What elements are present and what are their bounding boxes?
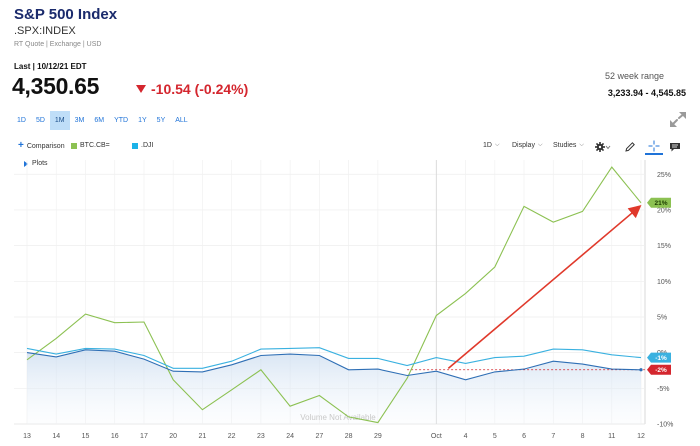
x-tick-label: 22 [228, 433, 236, 440]
x-tick-label: 15 [82, 433, 90, 440]
comment-icon [670, 142, 680, 151]
x-tick-label: 16 [111, 433, 119, 440]
y-tick-label: -10% [657, 422, 673, 429]
spx-area-fill [27, 349, 641, 424]
x-tick-label: 4 [464, 433, 468, 440]
x-tick-label: 17 [140, 433, 148, 440]
y-tick-label: -5% [657, 386, 669, 393]
period-button-1m[interactable]: 1M [49, 111, 70, 130]
period-selector: 1D 5D 1M 3M 6M YTD 1Y 5Y ALL [12, 111, 193, 130]
display-dropdown[interactable]: Display ⌵ [512, 142, 543, 149]
play-triangle-icon [24, 160, 28, 167]
plus-icon: + [18, 140, 24, 151]
x-tick-label: 14 [52, 433, 60, 440]
period-button-1d[interactable]: 1D [17, 117, 26, 124]
comparison-line-chart[interactable]: 13 14 15 16 17 20 21 22 23 24 27 28 29 Oct 4 5 6 7 8 11 12 -… [0, 158, 700, 446]
spx-end-dot [639, 368, 643, 372]
dji-series-line [26, 347, 642, 369]
studies-label: Studies [553, 142, 577, 149]
expand-arrows-icon[interactable] [668, 111, 688, 129]
x-tick-label: 13 [23, 433, 31, 440]
x-tick-label: Oct [431, 433, 442, 440]
y-tick-label: 15% [657, 243, 671, 250]
x-tick-label: 24 [286, 433, 294, 440]
x-tick-label: 8 [581, 433, 585, 440]
range-label: 52 week range [604, 71, 664, 81]
end-value-tag: 21% [647, 197, 671, 208]
end-tag-label: -2% [655, 367, 667, 374]
comparison-button[interactable]: + Comparison [18, 140, 65, 151]
quote-meta: RT Quote | Exchange | USD [14, 41, 102, 48]
end-value-tag: -2% [647, 364, 671, 375]
end-tag-shape [647, 364, 671, 375]
period-button-5d[interactable]: 5D [35, 117, 45, 124]
volume-watermark: Volume Not Available [300, 413, 376, 422]
period-button-ytd[interactable]: YTD [114, 117, 129, 124]
comparison-label: Comparison [26, 142, 65, 150]
period-button-all[interactable]: ALL [175, 117, 188, 124]
y-tick-label: 5% [657, 314, 667, 321]
x-tick-label: 28 [345, 433, 353, 440]
spx-series-line [26, 349, 642, 381]
comment-button[interactable] [666, 139, 684, 155]
chart-toolbar: + Comparison BTC.CB= .DJI 1D ⌵ Display ⌵… [0, 138, 700, 158]
chevron-down-icon: ⌵ [579, 142, 584, 148]
x-tick-label: 12 [637, 433, 645, 440]
price-change: -10.54 (-0.24%) [136, 81, 248, 97]
x-tick-label: 29 [374, 433, 382, 440]
last-quote-label: Last | 10/12/21 EDT [14, 62, 87, 71]
end-tag-label: 21% [654, 200, 667, 207]
x-tick-label: 20 [169, 433, 177, 440]
period-button-1y[interactable]: 1Y [138, 117, 147, 124]
btc-label: BTC.CB= [80, 142, 110, 149]
period-button-6m[interactable]: 6M [94, 117, 105, 124]
crosshair-icon [648, 140, 660, 152]
x-tick-label: 7 [551, 433, 555, 440]
btc-series-line [26, 166, 642, 424]
btc-comparison-chip[interactable]: BTC.CB= [71, 142, 110, 149]
x-tick-label: 27 [315, 433, 323, 440]
x-tick-label: 6 [522, 433, 526, 440]
gear-icon [595, 142, 611, 152]
price-change-value: -10.54 (-0.24%) [151, 81, 249, 97]
dji-comparison-chip[interactable]: .DJI [132, 142, 153, 149]
interval-label: 1D [483, 142, 492, 149]
draw-button[interactable] [621, 139, 639, 155]
ticker-symbol: .SPX:INDEX [14, 25, 76, 37]
down-arrow-icon [136, 85, 146, 93]
btc-swatch [71, 142, 77, 149]
x-tick-label: 11 [608, 433, 615, 440]
x-tick-label: 5 [493, 433, 497, 440]
plots-label: Plots [32, 160, 48, 167]
chevron-down-icon: ⌵ [537, 142, 543, 148]
page-title: S&P 500 Index [14, 6, 118, 23]
display-label: Display [512, 142, 535, 149]
interval-dropdown[interactable]: 1D ⌵ [483, 142, 500, 149]
plots-toggle[interactable]: Plots [24, 160, 48, 167]
y-tick-label: 10% [657, 279, 671, 286]
x-tick-label: 23 [257, 433, 265, 440]
last-price: 4,350.65 [12, 73, 100, 99]
period-button-5y[interactable]: 5Y [156, 117, 166, 124]
dji-label: .DJI [141, 142, 154, 149]
studies-dropdown[interactable]: Studies ⌵ [553, 142, 584, 149]
end-value-tag: -1% [647, 352, 671, 363]
end-tag-shape [647, 197, 671, 208]
y-tick-label: 25% [657, 172, 671, 179]
settings-button[interactable] [594, 139, 612, 155]
range-value: 3,233.94 - 4,545.85 [607, 88, 686, 98]
period-button-3m[interactable]: 3M [74, 117, 85, 124]
end-tag-label: -1% [655, 355, 667, 362]
chevron-down-icon: ⌵ [494, 142, 500, 148]
pencil-icon [625, 142, 635, 152]
trend-annotation-arrow [447, 205, 642, 369]
x-tick-label: 21 [199, 433, 207, 440]
dji-swatch [132, 142, 138, 149]
crosshair-button[interactable] [645, 139, 663, 155]
y-tick-label: 20% [657, 207, 671, 214]
end-tag-shape [647, 352, 671, 363]
